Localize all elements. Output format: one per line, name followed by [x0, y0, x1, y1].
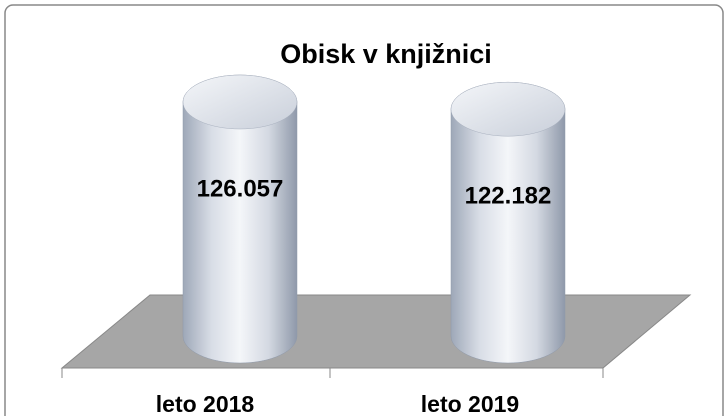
- floor: [60, 294, 692, 369]
- bar-top: [182, 74, 298, 130]
- x-tick-label: leto 2018: [156, 391, 255, 416]
- chart-title: Obisk v knjižnici: [280, 39, 492, 69]
- bar-top: [450, 81, 566, 137]
- x-tick-label: leto 2019: [421, 391, 519, 416]
- data-label: 122.182: [465, 183, 552, 210]
- data-label: 126.057: [197, 175, 284, 202]
